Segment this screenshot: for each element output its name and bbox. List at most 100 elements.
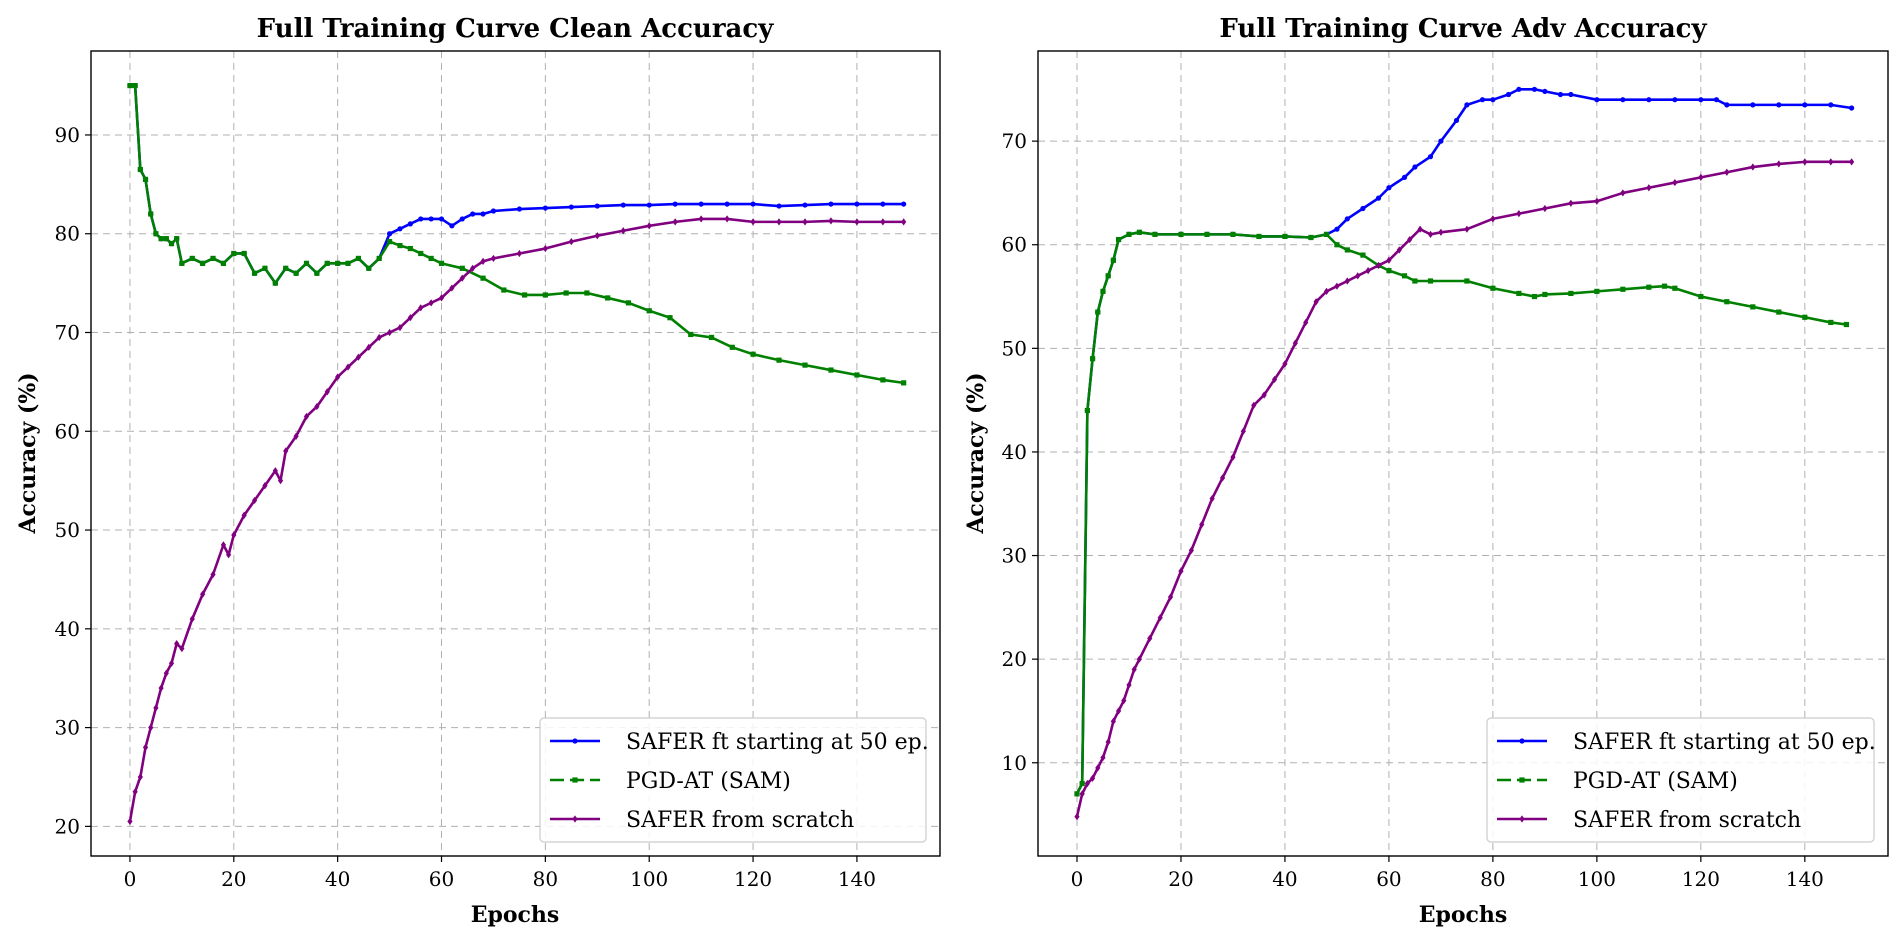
data-point [355, 255, 362, 262]
data-point [646, 202, 652, 208]
data-point [153, 231, 159, 237]
data-point [1365, 267, 1371, 275]
data-point [1334, 242, 1340, 248]
data-point [1136, 229, 1142, 235]
data-point [1131, 665, 1137, 674]
legend-box [539, 717, 927, 843]
data-point [366, 265, 372, 271]
data-point [158, 236, 164, 242]
data-point [729, 344, 735, 350]
data-point [241, 250, 247, 257]
data-point [158, 684, 164, 692]
data-point [854, 201, 860, 207]
data-point [1105, 738, 1111, 746]
data-point [1251, 401, 1257, 409]
data-point [283, 447, 289, 455]
data-point [1453, 117, 1460, 124]
data-point [1121, 696, 1127, 705]
data-point [428, 299, 434, 307]
data-point [1594, 288, 1600, 294]
x-tick-label: 0 [1071, 867, 1084, 891]
data-point [314, 402, 320, 411]
data-point [210, 570, 216, 579]
data-point [1557, 91, 1564, 98]
data-point [542, 205, 548, 211]
data-point [688, 331, 694, 338]
data-point [324, 260, 330, 266]
data-point [1843, 321, 1850, 328]
data-point [854, 218, 860, 226]
x-tick-label: 120 [734, 867, 772, 891]
data-point [1713, 97, 1720, 103]
data-point [251, 270, 258, 276]
data-point [1620, 286, 1626, 292]
data-point [584, 290, 590, 296]
y-tick-label: 70 [1002, 129, 1027, 153]
data-point [418, 216, 424, 222]
x-tick-label: 140 [1786, 867, 1824, 891]
legend-box [1486, 717, 1875, 843]
data-point [262, 265, 268, 271]
data-point [698, 201, 704, 207]
data-point [153, 704, 159, 712]
data-point [438, 216, 445, 222]
data-point [1079, 790, 1085, 798]
x-tick-label: 60 [429, 867, 454, 891]
chart-title: Full Training Curve Adv Accuracy [1219, 14, 1707, 44]
data-point [1661, 283, 1668, 289]
data-point [1849, 158, 1855, 166]
data-point [407, 314, 413, 322]
data-point [1672, 97, 1678, 103]
data-point [1282, 233, 1288, 240]
legend-item: SAFER from scratch [550, 808, 854, 833]
data-point [251, 496, 258, 505]
data-point [459, 274, 465, 282]
legend-label: SAFER ft starting at 50 ep. [626, 730, 929, 755]
data-point [303, 412, 310, 421]
data-point [672, 201, 678, 207]
data-point [1401, 273, 1408, 279]
data-point [1776, 160, 1782, 168]
data-point [1594, 197, 1600, 205]
data-point [1542, 88, 1548, 95]
series-line [1075, 160, 1852, 817]
data-point [174, 236, 180, 242]
data-point [366, 343, 372, 351]
data-point [1360, 252, 1366, 258]
data-point [355, 353, 362, 361]
data-point [449, 223, 455, 229]
data-point [303, 260, 310, 266]
data-point [1261, 391, 1267, 399]
legend-marker [1519, 738, 1525, 744]
data-point [397, 226, 403, 232]
data-point [1646, 97, 1652, 103]
data-point [1126, 681, 1132, 689]
data-point [335, 373, 341, 381]
data-point [1698, 173, 1704, 181]
x-tick-label: 20 [221, 867, 246, 891]
x-tick-label: 40 [1272, 867, 1297, 891]
data-point [127, 82, 133, 89]
data-point [1105, 273, 1111, 279]
data-point [163, 669, 169, 677]
data-point [1256, 233, 1262, 240]
data-point [283, 265, 289, 271]
data-point [1568, 91, 1574, 98]
data-point [293, 270, 299, 276]
data-point [1646, 284, 1652, 290]
data-point [1271, 375, 1278, 384]
data-point [1412, 164, 1418, 170]
data-point [148, 723, 154, 732]
y-tick-label: 10 [1002, 751, 1027, 775]
data-point [1698, 97, 1704, 103]
y-tick-label: 30 [55, 716, 80, 740]
data-point [1323, 287, 1330, 295]
data-point [438, 260, 445, 266]
data-point [1568, 290, 1574, 297]
data-point [142, 176, 149, 183]
data-point [1157, 614, 1163, 622]
data-point [1095, 764, 1101, 772]
legend-marker [572, 738, 578, 744]
data-point [1724, 102, 1730, 108]
data-point [262, 482, 268, 490]
